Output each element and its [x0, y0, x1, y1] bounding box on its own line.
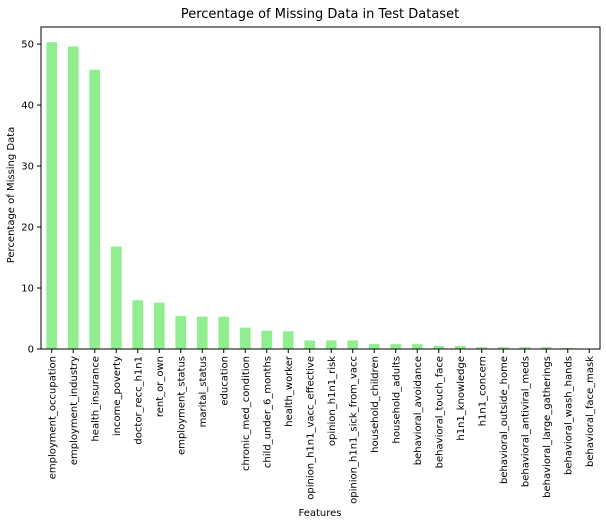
bar-household_children [368, 344, 380, 349]
x-tick-label: h1n1_concern [477, 356, 488, 426]
bar-behavioral_antiviral_meds [519, 347, 531, 349]
x-tick-label: child_under_6_months [262, 356, 273, 468]
y-tick-label: 20 [21, 223, 34, 234]
bar-behavioral_avoidance [411, 344, 423, 349]
bar-household_adults [390, 344, 402, 349]
bar-child_under_6_months [261, 330, 273, 349]
bar-education [218, 316, 230, 349]
bar-rent_or_own [153, 302, 165, 349]
plot-area: 0 10 20 30 40 50 employment_occupation employme… [21, 26, 601, 504]
x-tick-label: health_worker [284, 355, 295, 427]
x-tick-label: employment_status [176, 356, 187, 455]
chart-title: Percentage of Missing Data in Test Datas… [181, 7, 459, 22]
y-tick-label: 40 [21, 101, 34, 112]
bar-marital_status [196, 316, 208, 349]
x-tick-label: behavioral_avoidance [413, 356, 424, 465]
x-tick-label: income_poverty [112, 356, 123, 436]
x-tick-label: doctor_recc_h1n1 [133, 356, 144, 445]
x-tick-label: behavioral_large_gatherings [542, 356, 553, 498]
x-tick-label: household_adults [391, 356, 402, 443]
x-tick-label: opinion_h1n1_sick_from_vacc [348, 356, 359, 504]
bar-health_insurance [89, 69, 101, 349]
y-tick-label: 0 [28, 345, 34, 356]
y-axis-label: Percentage of Missing Data [6, 127, 17, 264]
bar-employment_occupation [46, 42, 58, 349]
x-tick-label: behavioral_face_mask [585, 356, 596, 467]
x-tick-label: behavioral_wash_hands [563, 356, 574, 475]
bar-employment_industry [67, 46, 79, 350]
bar-h1n1_knowledge [454, 345, 466, 349]
x-tick-label: h1n1_knowledge [456, 356, 467, 441]
x-tick-label: behavioral_outside_home [499, 356, 510, 484]
bar-doctor_recc_h1n1 [132, 300, 144, 349]
x-axis-label: Features [299, 508, 342, 519]
x-tick-label: household_children [370, 356, 381, 453]
y-tick-label: 50 [21, 40, 34, 51]
bar-behavioral_outside_home [497, 347, 509, 349]
bar-opinion_h1n1_vacc_effective [304, 340, 316, 349]
bar-income_poverty [110, 246, 122, 349]
x-tick-label: opinion_h1n1_risk [327, 356, 338, 446]
x-tick-label: rent_or_own [155, 356, 166, 417]
x-tick-label: opinion_h1n1_vacc_effective [305, 356, 316, 500]
bar-behavioral_touch_face [433, 345, 445, 349]
x-tick-label: behavioral_touch_face [434, 356, 445, 468]
x-tick-label: marital_status [198, 356, 209, 427]
bar-h1n1_concern [476, 347, 488, 349]
x-tick-label: behavioral_antiviral_meds [520, 356, 531, 487]
x-tick-label: employment_occupation [47, 356, 58, 479]
y-tick-label: 30 [21, 162, 34, 173]
x-tick-label: employment_industry [69, 356, 80, 465]
x-tick-label: health_insurance [90, 356, 101, 442]
bar-health_worker [282, 331, 294, 349]
bar-opinion_h1n1_risk [325, 340, 337, 349]
bar-employment_status [175, 316, 187, 349]
y-tick-label: 10 [21, 284, 34, 295]
x-tick-label: education [219, 356, 230, 406]
x-tick-label: chronic_med_condition [241, 356, 252, 471]
bar-opinion_h1n1_sick_from_vacc [347, 340, 359, 349]
axes-frame [40, 26, 601, 350]
bar-chronic_med_condition [239, 327, 251, 349]
bar-behavioral_large_gatherings [540, 347, 552, 349]
